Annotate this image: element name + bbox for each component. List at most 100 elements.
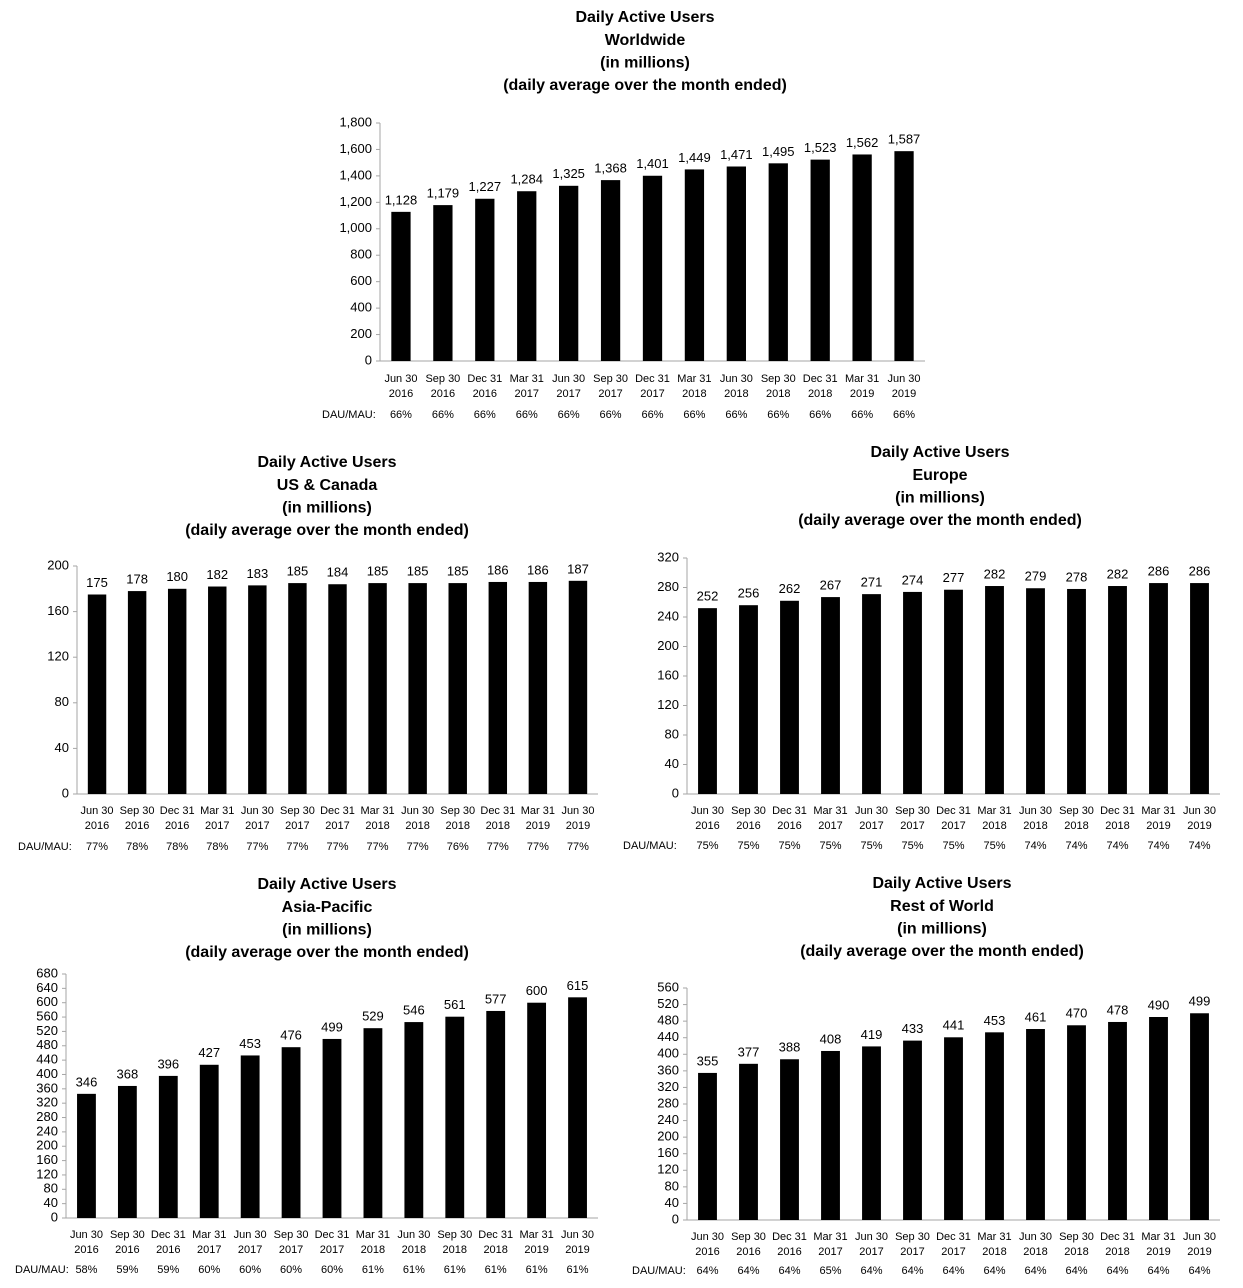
x-tick-label: Dec 31 (1100, 805, 1135, 817)
value-label: 1,587 (888, 132, 921, 147)
dau-mau-value: 64% (1147, 1265, 1169, 1277)
bar (391, 211, 411, 361)
bar (903, 591, 922, 794)
x-tick-label: Jun 30 (234, 1229, 267, 1241)
x-tick-label: Jun 30 (241, 805, 274, 817)
dau-mau-value: 75% (778, 840, 800, 852)
value-label: 368 (117, 1066, 139, 1081)
x-tick-label: 2016 (115, 1244, 139, 1256)
value-label: 1,284 (510, 172, 543, 187)
dau-mau-label: DAU/MAU: (632, 1265, 686, 1277)
value-label: 175 (86, 575, 108, 590)
dau-mau-value: 77% (367, 841, 389, 853)
y-tick-label: 1,800 (339, 114, 372, 129)
bar (1108, 1021, 1127, 1220)
bar (903, 1040, 922, 1220)
y-tick-label: 80 (665, 726, 679, 741)
bar (448, 583, 467, 794)
x-tick-label: Mar 31 (510, 373, 544, 385)
x-tick-label: 2019 (1146, 820, 1170, 832)
value-label: 396 (157, 1056, 179, 1071)
x-tick-label: 2019 (850, 388, 874, 400)
y-tick-label: 0 (62, 785, 69, 800)
bar (445, 1016, 465, 1218)
x-tick-label: Mar 31 (192, 1229, 226, 1241)
x-tick-label: 2018 (361, 1244, 385, 1256)
x-tick-label: 2017 (556, 388, 580, 400)
dau-mau-value: 60% (321, 1264, 343, 1276)
value-label: 184 (327, 565, 349, 580)
x-tick-label: 2017 (598, 388, 622, 400)
x-tick-label: 2016 (156, 1244, 180, 1256)
value-label: 256 (738, 586, 760, 601)
x-tick-label: Sep 30 (440, 805, 475, 817)
y-tick-label: 600 (36, 994, 58, 1009)
y-tick-label: 320 (36, 1095, 58, 1110)
value-label: 186 (527, 562, 549, 577)
y-tick-label: 280 (657, 579, 679, 594)
dau-mau-value: 66% (725, 409, 747, 421)
y-tick-label: 0 (672, 785, 679, 800)
chart-title: Daily Active Users (575, 9, 714, 26)
x-tick-label: Sep 30 (731, 1231, 766, 1243)
value-label: 1,179 (427, 186, 460, 201)
value-label: 282 (1107, 566, 1129, 581)
bar (77, 1093, 96, 1218)
x-tick-label: Dec 31 (936, 805, 971, 817)
chart-title: (in millions) (282, 499, 372, 516)
value-label: 453 (239, 1036, 261, 1051)
y-tick-label: 680 (36, 965, 58, 980)
value-label: 252 (697, 589, 719, 604)
value-label: 278 (1066, 569, 1088, 584)
x-tick-label: Jun 30 (691, 805, 724, 817)
x-tick-label: Dec 31 (635, 373, 670, 385)
x-tick-label: 2018 (445, 820, 469, 832)
x-tick-label: Dec 31 (1100, 1231, 1135, 1243)
x-tick-label: 2017 (245, 820, 269, 832)
dau-mau-value: 75% (696, 840, 718, 852)
bar (821, 1050, 840, 1220)
x-tick-label: 2016 (431, 388, 455, 400)
bar (944, 1037, 963, 1220)
bar (780, 600, 799, 794)
dau-mau-value: 66% (516, 409, 538, 421)
bar (527, 1002, 547, 1218)
value-label: 377 (738, 1044, 760, 1059)
bar (1149, 1017, 1168, 1220)
x-tick-label: 2016 (695, 820, 719, 832)
value-label: 1,368 (594, 161, 627, 176)
dau-mau-value: 74% (1147, 840, 1169, 852)
x-tick-label: 2016 (74, 1244, 98, 1256)
y-tick-label: 360 (36, 1080, 58, 1095)
value-label: 185 (287, 564, 309, 579)
value-label: 187 (567, 561, 589, 576)
x-tick-label: Dec 31 (480, 805, 515, 817)
bar (821, 597, 840, 794)
bar (199, 1064, 219, 1218)
value-label: 180 (166, 569, 188, 584)
dau-mau-value: 77% (567, 841, 589, 853)
value-label: 355 (697, 1053, 719, 1068)
value-label: 178 (126, 572, 148, 587)
x-tick-label: 2019 (566, 820, 590, 832)
y-tick-label: 400 (657, 1046, 679, 1061)
x-tick-label: Sep 30 (280, 805, 315, 817)
x-tick-label: Sep 30 (895, 805, 930, 817)
x-tick-label: 2018 (1105, 820, 1129, 832)
x-tick-label: 2018 (766, 388, 790, 400)
bar (408, 583, 427, 794)
dau-mau-value: 66% (767, 409, 789, 421)
chart-title: Daily Active Users (257, 454, 396, 471)
x-tick-label: 2018 (443, 1244, 467, 1256)
x-tick-label: Mar 31 (200, 805, 234, 817)
x-tick-label: 2017 (859, 820, 883, 832)
value-label: 286 (1148, 564, 1170, 579)
value-label: 470 (1066, 1006, 1088, 1021)
bar (281, 1047, 301, 1218)
bar (328, 584, 347, 794)
x-tick-label: 2017 (900, 820, 924, 832)
bar (600, 180, 621, 361)
x-tick-label: 2017 (205, 820, 229, 832)
chart-title: Europe (912, 467, 967, 484)
value-label: 577 (485, 991, 507, 1006)
